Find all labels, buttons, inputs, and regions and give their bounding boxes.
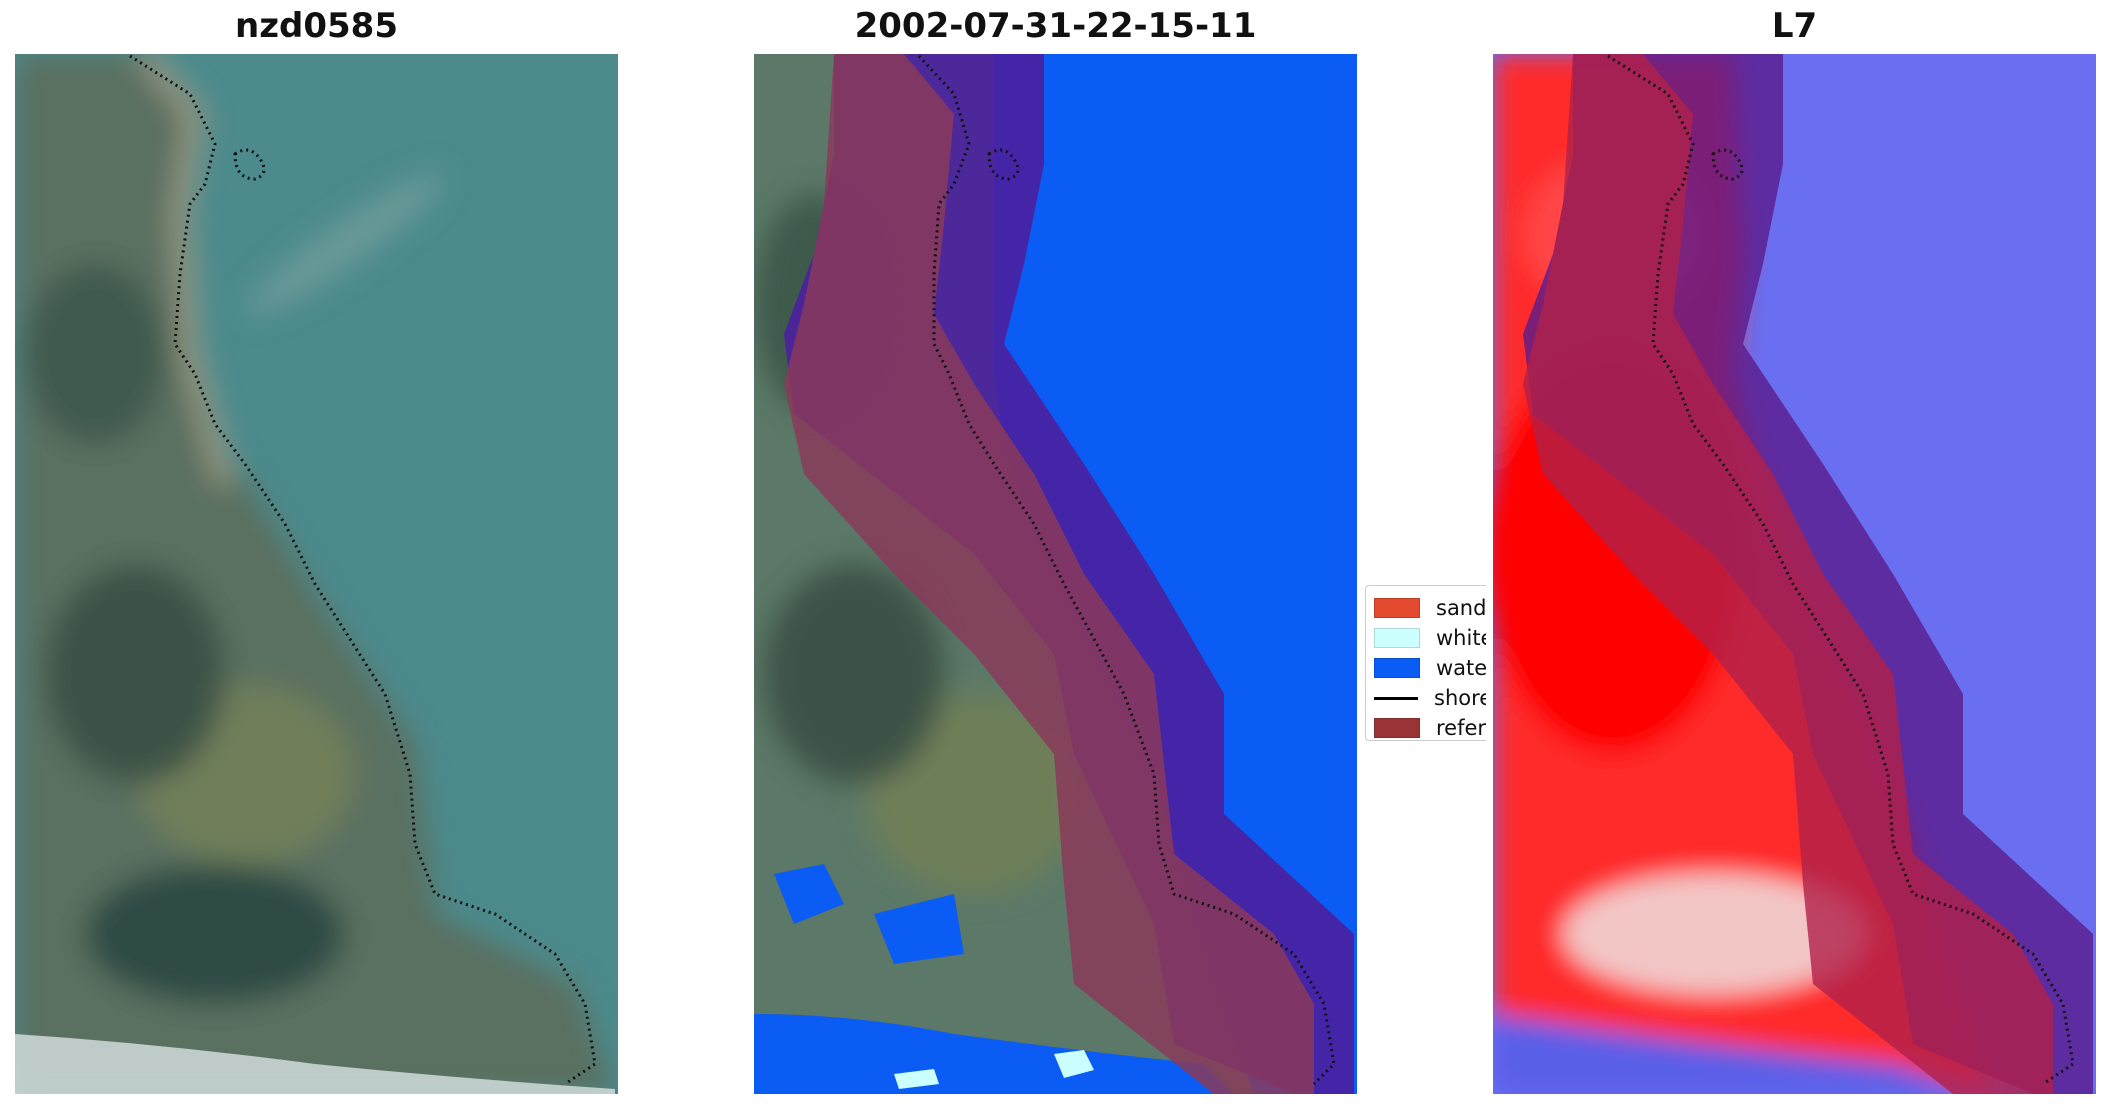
l7-index-image <box>1493 54 2096 1094</box>
whitewater-swatch <box>1374 628 1420 648</box>
water-swatch <box>1374 658 1420 678</box>
legend-label-sand: sand <box>1436 596 1486 620</box>
panel-title-mndwi: L7 <box>1771 6 1818 46</box>
panel-title-rgb: nzd0585 <box>235 6 398 46</box>
classified-image <box>754 54 1357 1094</box>
legend-item-shoreline: shoreline <box>1374 684 1486 712</box>
legend-label-water: water <box>1436 656 1486 680</box>
water-region <box>994 54 1357 1094</box>
shoreline-line-swatch <box>1374 696 1418 700</box>
rgb-image <box>15 54 618 1094</box>
classified-image-panel <box>754 54 1357 1094</box>
legend-item-whitewater: whitewater <box>1374 624 1486 652</box>
l7-index-panel <box>1493 54 2096 1094</box>
panel-title-classified: 2002-07-31-22-15-11 <box>854 6 1257 46</box>
shoreline-path <box>129 54 597 1086</box>
legend-label-reference: reference shoreline buffer <box>1436 716 1486 740</box>
legend-item-reference: reference shoreline buffer <box>1374 714 1486 740</box>
legend-item-sand: sand <box>1374 594 1486 622</box>
legend: sand whitewater water shoreline referenc… <box>1365 585 1486 741</box>
reference-buffer-inner <box>784 54 1314 1094</box>
reference-swatch <box>1374 718 1420 738</box>
shoreline-path <box>1607 54 2075 1086</box>
legend-label-whitewater: whitewater <box>1436 626 1486 650</box>
sand-swatch <box>1374 598 1420 618</box>
legend-item-water: water <box>1374 654 1486 682</box>
rgb-image-panel <box>15 54 618 1094</box>
legend-label-shoreline: shoreline <box>1434 686 1486 710</box>
